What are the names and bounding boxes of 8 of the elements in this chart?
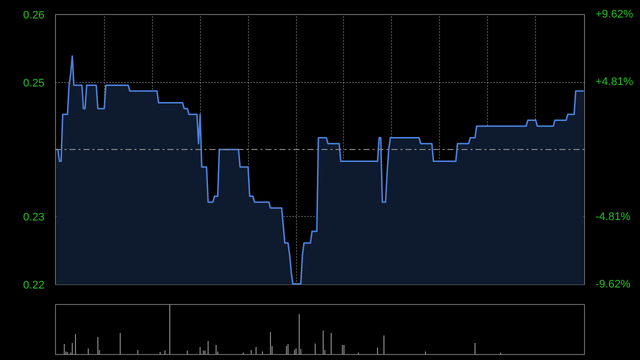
y-tick-label: 0.22 bbox=[23, 280, 45, 292]
y2-tick-label: +9.62% bbox=[596, 8, 634, 20]
y2-tick-label: -4.81% bbox=[596, 211, 631, 223]
y-tick-label: 0.23 bbox=[23, 212, 45, 224]
y-tick-label: 0.25 bbox=[23, 77, 45, 90]
y2-tick-label: -9.62% bbox=[596, 278, 631, 290]
y2-tick-label: +4.81% bbox=[596, 76, 634, 88]
y-tick-label: 0.26 bbox=[23, 10, 45, 22]
